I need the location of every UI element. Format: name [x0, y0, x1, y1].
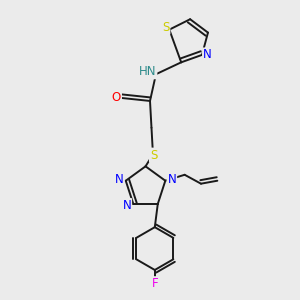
Text: O: O	[112, 92, 121, 104]
Text: N: N	[203, 48, 212, 62]
Text: S: S	[162, 21, 169, 34]
Text: F: F	[152, 277, 158, 290]
Text: N: N	[115, 173, 124, 186]
Text: S: S	[150, 148, 157, 162]
Text: N: N	[122, 199, 131, 212]
Text: N: N	[167, 173, 176, 186]
Text: HN: HN	[139, 65, 156, 78]
